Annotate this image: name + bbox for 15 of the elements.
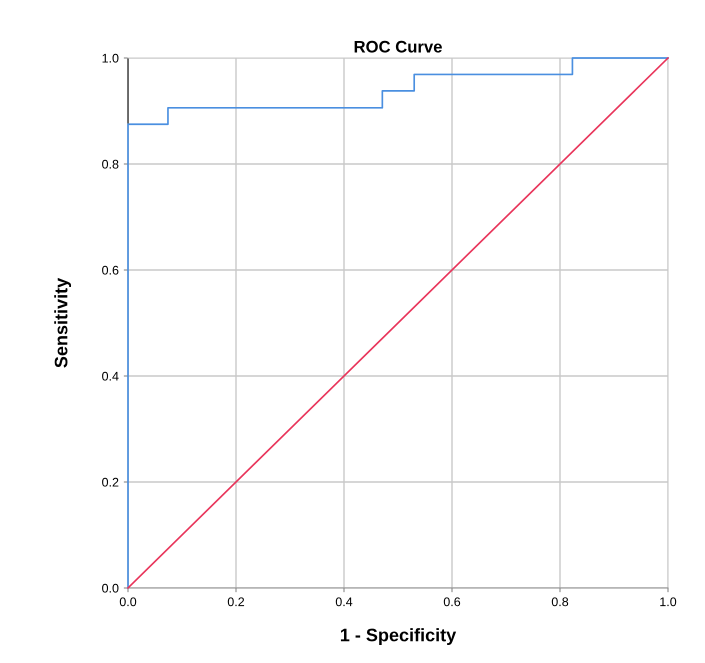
x-tick-label: 0.2 [228,597,244,606]
y-tick-label: 0.0 [102,584,118,593]
y-tick-label: 0.4 [102,372,119,381]
y-tick-label: 0.8 [102,160,118,169]
x-axis-title: 1 - Specificity [340,628,456,645]
x-tick-label: 0.0 [120,597,136,606]
y-tick-label: 0.6 [102,266,118,275]
x-tick-label: 0.6 [444,597,460,606]
y-tick-label: 1.0 [102,54,118,63]
y-tick-label: 0.2 [102,478,118,487]
x-tick-label: 0.4 [336,597,352,606]
chart-title: ROC Curve [354,40,442,53]
x-tick-label: 1.0 [660,597,676,606]
y-axis-title: Sensitivity [54,278,72,368]
x-tick-label: 0.8 [552,597,568,606]
